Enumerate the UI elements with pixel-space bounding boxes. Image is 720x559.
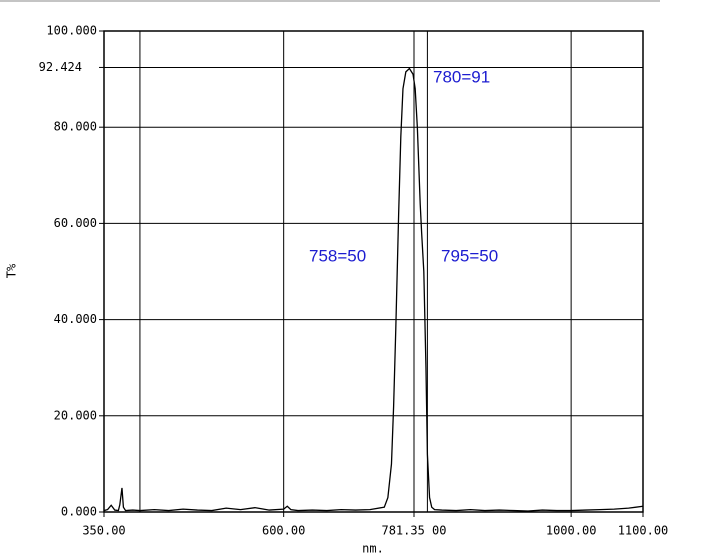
spectrum-line [103, 67, 644, 512]
y-tick-label: 20.000 [54, 408, 97, 422]
x-axis-label: nm. [362, 542, 384, 556]
x-tick-label: 1100.00 [618, 524, 669, 538]
y-axis-label: T% [5, 263, 19, 278]
plot-frame [103, 30, 644, 513]
y-tick-label: 40.000 [54, 312, 97, 326]
annotation: 795=50 [441, 246, 498, 265]
y-tick-label: 60.000 [54, 216, 97, 230]
y-tick-label: 80.000 [54, 120, 97, 134]
x-tick-label: 1000.00 [546, 524, 597, 538]
annotation: 780=91 [433, 67, 490, 86]
x-tick-label: 600.00 [262, 524, 305, 538]
y-tick-label: 100.000 [46, 24, 97, 38]
y-tick-label: 92.424 [39, 60, 82, 74]
x-tick-label: 781.35 00 [381, 524, 446, 538]
x-tick-label: 350.00 [82, 524, 125, 538]
y-tick-label: 0.000 [61, 505, 97, 519]
annotation: 758=50 [309, 246, 366, 265]
